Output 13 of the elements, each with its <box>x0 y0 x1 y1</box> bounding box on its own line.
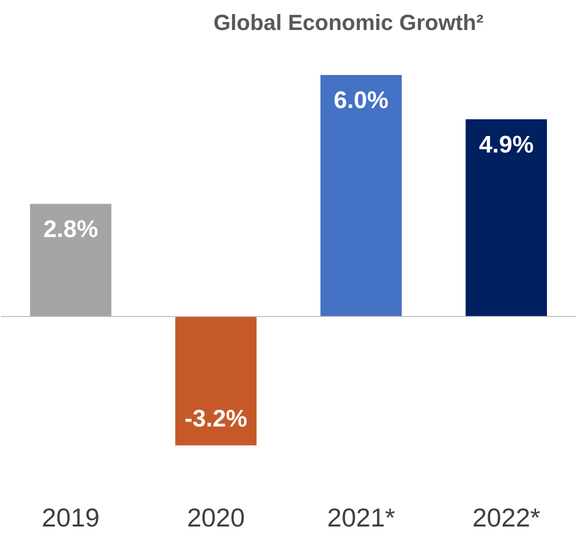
bar <box>466 119 547 317</box>
x-tick-label: 2019 <box>42 502 100 532</box>
x-tick-label: 2022* <box>472 502 540 532</box>
bar <box>30 204 112 317</box>
data-label: -3.2% <box>184 405 248 432</box>
chart-title: Global Economic Growth² <box>213 10 484 35</box>
bar <box>175 316 257 446</box>
data-label: 4.9% <box>478 131 534 158</box>
data-label: 6.0% <box>334 87 388 114</box>
data-label: 2.8% <box>43 216 98 243</box>
x-tick-label: 2020 <box>186 502 245 532</box>
bar <box>320 75 402 317</box>
x-tick-label: 2021* <box>327 502 396 532</box>
